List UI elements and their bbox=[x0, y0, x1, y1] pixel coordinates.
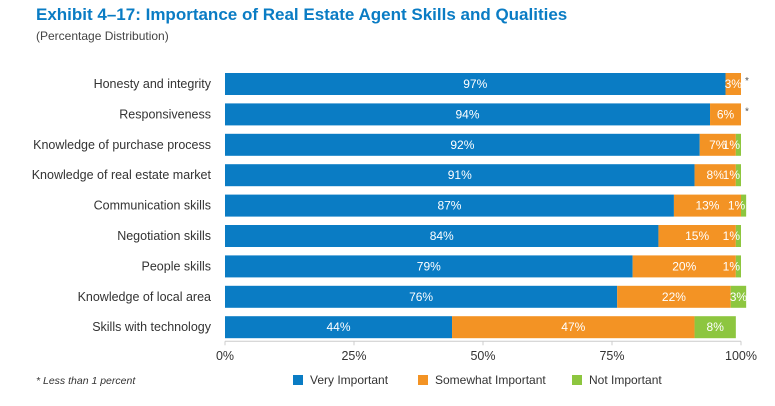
category-label: Knowledge of real estate market bbox=[32, 168, 212, 182]
data-label: 7% bbox=[709, 138, 727, 152]
chart-title: Exhibit 4–17: Importance of Real Estate … bbox=[36, 5, 568, 24]
data-label: 94% bbox=[456, 107, 480, 121]
data-label: 97% bbox=[463, 77, 487, 91]
category-label: Skills with technology bbox=[92, 320, 212, 334]
bar-not-important bbox=[694, 316, 736, 339]
bar-very-important bbox=[225, 255, 633, 278]
data-label: 79% bbox=[417, 259, 441, 273]
category-label: Communication skills bbox=[94, 199, 211, 213]
bar-somewhat-important bbox=[710, 103, 741, 126]
legend-swatch bbox=[293, 375, 303, 385]
data-label: 1% bbox=[723, 229, 741, 243]
data-label: 47% bbox=[561, 320, 585, 334]
bar-very-important bbox=[225, 103, 711, 126]
x-tick-label: 75% bbox=[599, 349, 624, 363]
data-label: 91% bbox=[448, 168, 472, 182]
data-label: 8% bbox=[707, 320, 725, 334]
data-label: 84% bbox=[430, 229, 454, 243]
data-label: 15% bbox=[685, 229, 709, 243]
category-label: People skills bbox=[142, 259, 211, 273]
x-tick-label: 50% bbox=[470, 349, 495, 363]
bar-very-important bbox=[225, 194, 674, 217]
bar-very-important bbox=[225, 133, 700, 156]
bar-not-important bbox=[735, 255, 741, 278]
bar-not-important bbox=[735, 164, 741, 187]
legend-label: Not Important bbox=[589, 373, 662, 387]
data-label: 6% bbox=[717, 107, 735, 121]
data-label: 1% bbox=[723, 138, 741, 152]
bar-somewhat-important bbox=[452, 316, 695, 339]
bar-not-important bbox=[735, 225, 741, 247]
data-label: 1% bbox=[723, 168, 741, 182]
bar-somewhat-important bbox=[658, 225, 736, 247]
category-label: Honesty and integrity bbox=[94, 77, 212, 91]
asterisk-marker: * bbox=[745, 76, 749, 87]
bar-somewhat-important bbox=[699, 133, 736, 156]
bar-very-important bbox=[225, 225, 659, 247]
data-label: 20% bbox=[672, 259, 696, 273]
data-label: 44% bbox=[327, 320, 351, 334]
bar-not-important bbox=[741, 194, 747, 217]
data-label: 13% bbox=[695, 199, 719, 213]
data-label: 76% bbox=[409, 290, 433, 304]
data-label: 3% bbox=[730, 290, 748, 304]
data-label: 92% bbox=[450, 138, 474, 152]
category-label: Responsiveness bbox=[119, 107, 211, 121]
bar-very-important bbox=[225, 285, 618, 308]
bar-not-important bbox=[730, 285, 747, 308]
legend-swatch bbox=[418, 375, 428, 385]
data-label: 8% bbox=[707, 168, 725, 182]
data-label: 3% bbox=[725, 77, 743, 91]
bar-very-important bbox=[225, 164, 695, 187]
category-label: Negotiation skills bbox=[117, 229, 211, 243]
asterisk-marker: * bbox=[745, 106, 749, 117]
data-label: 22% bbox=[662, 290, 686, 304]
bar-very-important bbox=[225, 316, 453, 339]
data-label: 1% bbox=[728, 199, 746, 213]
bar-somewhat-important bbox=[673, 194, 741, 217]
legend-item-somewhat-important: Somewhat Important bbox=[418, 373, 546, 387]
x-tick-label: 0% bbox=[216, 349, 234, 363]
data-label: 1% bbox=[723, 259, 741, 273]
legend-label: Very Important bbox=[310, 373, 389, 387]
category-label: Knowledge of local area bbox=[78, 290, 211, 304]
legend-label: Somewhat Important bbox=[435, 373, 546, 387]
category-label: Knowledge of purchase process bbox=[33, 138, 211, 152]
bar-not-important bbox=[735, 133, 741, 156]
bar-somewhat-important bbox=[725, 73, 741, 95]
x-tick-label: 100% bbox=[725, 349, 757, 363]
x-tick-label: 25% bbox=[341, 349, 366, 363]
bar-somewhat-important bbox=[632, 255, 736, 278]
bar-very-important bbox=[225, 73, 726, 95]
bar-somewhat-important bbox=[617, 285, 731, 308]
data-label: 87% bbox=[437, 199, 461, 213]
legend-swatch bbox=[572, 375, 582, 385]
legend-item-very-important: Very Important bbox=[293, 373, 388, 387]
chart-subtitle: (Percentage Distribution) bbox=[36, 29, 169, 43]
footnote: * Less than 1 percent bbox=[36, 375, 136, 387]
bar-somewhat-important bbox=[694, 164, 736, 187]
legend-item-not-important: Not Important bbox=[572, 373, 662, 387]
